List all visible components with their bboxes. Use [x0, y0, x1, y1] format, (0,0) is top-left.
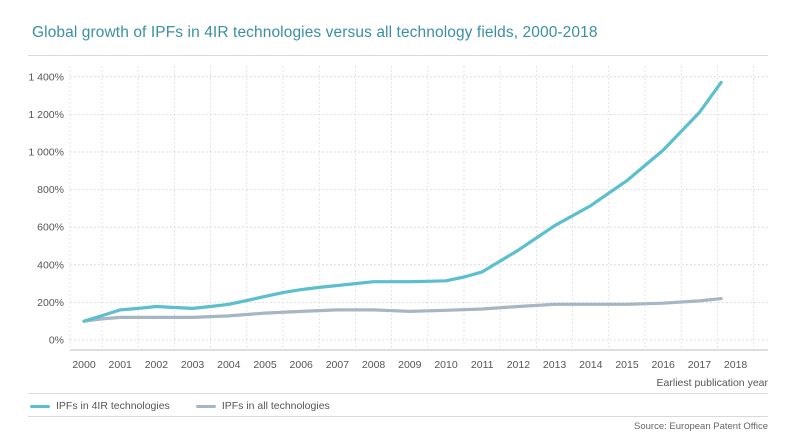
series-layer [82, 80, 723, 323]
x-tick-label: 2009 [398, 359, 422, 371]
x-tick-label: 2012 [507, 359, 531, 371]
x-tick-label: 2017 [688, 359, 712, 371]
x-tick-label: 2011 [471, 359, 494, 371]
y-tick-layer: 0% 200% 400% 600% 800% 1 000% 1 200% 1 400% [28, 71, 64, 346]
x-tick-label: 2002 [145, 359, 169, 371]
legend-top-divider [28, 393, 768, 394]
legend-bottom-divider [28, 416, 768, 417]
y-tick-label: 200% [37, 297, 64, 309]
x-tick-label: 2014 [579, 359, 603, 371]
y-tick-label: 0% [49, 335, 64, 347]
chart-title: Global growth of IPFs in 4IR technologie… [32, 24, 598, 41]
y-tick-label: 1 000% [28, 147, 64, 159]
title-divider [28, 55, 768, 56]
x-tick-label: 2016 [652, 359, 676, 371]
x-tick-label: 2013 [543, 359, 567, 371]
x-tick-label: 2010 [434, 359, 458, 371]
legend-swatch-all [195, 404, 216, 408]
legend-item-4ir: IPFs in 4IR technologies [30, 400, 170, 412]
y-tick-label: 400% [37, 259, 64, 271]
legend-label-4ir: IPFs in 4IR technologies [56, 400, 170, 412]
source-note: Source: European Patent Office [634, 421, 768, 432]
y-tick-label: 800% [37, 184, 64, 196]
x-tick-label: 2018 [724, 359, 748, 371]
x-tick-label: 2007 [326, 359, 350, 371]
x-tick-label: 2005 [253, 359, 277, 371]
series-line-4ir [82, 80, 723, 323]
y-tick-label: 600% [37, 222, 64, 234]
series-line-all [82, 297, 723, 323]
y-tick-label: 1 200% [28, 109, 64, 121]
legend: IPFs in 4IR technologies IPFs in all tec… [30, 400, 356, 412]
x-tick-label: 2001 [109, 359, 133, 371]
x-axis-title: Earliest publication year [657, 377, 769, 389]
x-tick-label: 2004 [217, 359, 241, 371]
x-tick-label: 2008 [362, 359, 386, 371]
legend-item-all: IPFs in all technologies [195, 400, 330, 412]
x-tick-label: 2006 [290, 359, 314, 371]
x-tick-layer: 2000 2001 2002 2003 2004 2005 2006 2007 2008 2009… [72, 359, 747, 371]
y-tick-label: 1 400% [28, 71, 64, 83]
x-tick-label: 2003 [181, 359, 205, 371]
legend-swatch-4ir [30, 404, 50, 408]
x-tick-label: 2000 [72, 359, 96, 371]
legend-label-all: IPFs in all technologies [221, 400, 330, 412]
x-tick-label: 2015 [615, 359, 639, 371]
